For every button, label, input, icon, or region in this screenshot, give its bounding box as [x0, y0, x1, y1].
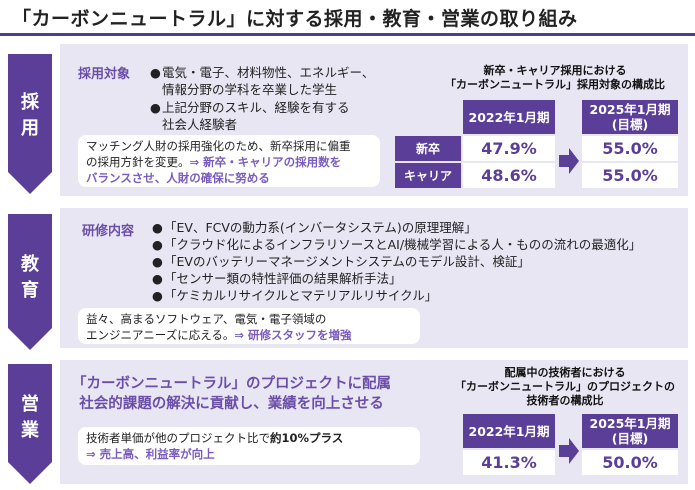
education-bullet-4-text: 「センサー類の特性評価の結果解析手法」 — [164, 271, 402, 286]
bullet-dot-icon: ● — [152, 237, 163, 252]
adopt-arrow-icon — [559, 148, 579, 174]
adopt-col-2025-line-2: (目標) — [611, 117, 649, 132]
adopt-bullet-2-line-1: 上記分野のスキル、経験を有する — [162, 100, 350, 115]
sales-arrow-icon — [559, 438, 579, 464]
sales-label: 営 業 — [8, 392, 52, 444]
bullet-dot-icon: ● — [152, 220, 163, 235]
education-note-line-2: エンジニアニーズに応える。 — [86, 328, 235, 342]
adopt-note-line-2: の採用方針を変更。 — [86, 155, 190, 169]
adopt-note-line-1: マッチング人財の採用強化のため、新卒採用に偏重 — [86, 139, 351, 153]
bullet-dot-icon: ● — [152, 271, 163, 286]
sales-caption-line-3: 技術者の構成比 — [526, 394, 604, 407]
adopt-col-header-2025: 2025年1月期 (目標) — [582, 100, 678, 134]
sales-note: 技術者単価が他のプロジェクト比で約10%プラス ⇒ 売上高、利益率が向上 — [78, 427, 420, 465]
education-heading: 研修内容 — [82, 224, 135, 239]
sales-col-header-2022: 2022年1月期 — [463, 414, 555, 448]
sales-col-2025-line-1: 2025年1月期 — [589, 416, 671, 431]
adopt-bullet-2: ●上記分野のスキル、経験を有する 社会人経験者 — [150, 99, 350, 133]
education-note: 益々、高まるソフトウェア、電気・電子領域の エンジニアニーズに応える。⇒ 研修ス… — [78, 308, 420, 344]
education-bullet-1: ●「EV、FCVの動力系(インバータシステム)の原理理解」 — [152, 219, 641, 236]
adopt-bullet-1: ●電気・電子、材料物性、エネルギー、 情報分野の学科を卒業した学生 — [150, 64, 374, 98]
adopt-row-label-new-grad: 新卒 — [395, 136, 461, 161]
adopt-col-header-2022: 2022年1月期 — [463, 100, 555, 134]
adopt-caption-line-1: 新卒・キャリア採用における — [483, 64, 627, 77]
sales-col-2025-line-2: (目標) — [611, 431, 649, 446]
sales-label-char-1: 営 — [21, 394, 39, 415]
adopt-label-char-2: 用 — [21, 118, 39, 139]
sales-caption-line-1: 配属中の技術者における — [504, 366, 626, 379]
title-rule — [0, 33, 695, 36]
adopt-note-highlight-1: ⇒ 新卒・キャリアの採用数を — [189, 155, 342, 169]
sales-note-highlight: ⇒ 売上高、利益率が向上 — [86, 447, 215, 461]
education-bullet-2: ●「クラウド化によるインフラリソースとAI/機械学習による人・ものの流れの最適化… — [152, 236, 641, 253]
education-bullet-3: ●「EVのバッテリーマネージメントシステムのモデル設計、検証」 — [152, 253, 641, 270]
adopt-note-highlight-2: バランスさせ、人財の確保に努める — [86, 171, 270, 185]
education-bullet-2-text: 「クラウド化によるインフラリソースとAI/機械学習による人・ものの流れの最適化」 — [164, 237, 642, 252]
adopt-bullet-1-line-2: 情報分野の学科を卒業した学生 — [162, 82, 338, 97]
adopt-value-new-grad-2022: 47.9% — [463, 136, 555, 161]
adopt-table-caption: 新卒・キャリア採用における 「カーボンニュートラル」採用対象の構成比 — [430, 64, 680, 92]
sales-col-header-2025: 2025年1月期 (目標) — [582, 414, 678, 448]
adopt-caption-line-2: 「カーボンニュートラル」採用対象の構成比 — [445, 78, 665, 91]
sales-value-2025: 50.0% — [582, 450, 678, 475]
sales-headline-line-1: 「カーボンニュートラル」のプロジェクトに配属 — [72, 376, 391, 392]
adopt-label: 採 用 — [8, 90, 52, 142]
adopt-value-career-2022: 48.6% — [463, 163, 555, 188]
adopt-note: マッチング人財の採用強化のため、新卒採用に偏重 の採用方針を変更。⇒ 新卒・キャ… — [78, 135, 380, 187]
sales-table-caption: 配属中の技術者における 「カーボンニュートラル」のプロジェクトの 技術者の構成比 — [440, 366, 690, 408]
sales-headline: 「カーボンニュートラル」のプロジェクトに配属 社会的課題の解決に貢献し、業績を向… — [72, 374, 391, 414]
sales-value-2022: 41.3% — [463, 450, 555, 475]
sales-note-bold: 約10%プラス — [270, 431, 344, 445]
adopt-heading: 採用対象 — [78, 67, 131, 82]
education-bullet-5-text: 「ケミカルリサイクルとマテリアルリサイクル」 — [164, 288, 438, 303]
education-bullet-5: ●「ケミカルリサイクルとマテリアルリサイクル」 — [152, 287, 641, 304]
adopt-bullet-2-line-2: 社会人経験者 — [162, 117, 238, 132]
education-bullet-4: ●「センサー類の特性評価の結果解析手法」 — [152, 270, 641, 287]
education-label: 教 育 — [8, 252, 52, 304]
sales-headline-line-2: 社会的課題の解決に貢献し、業績を向上させる — [79, 396, 384, 412]
bullet-dot-icon: ● — [152, 288, 163, 303]
education-label-char-1: 教 — [21, 254, 39, 275]
sales-note-line-1: 技術者単価が他のプロジェクト比で — [86, 431, 270, 445]
education-note-highlight: ⇒ 研修スタッフを増強 — [234, 328, 352, 342]
adopt-row-label-career: キャリア — [395, 163, 461, 188]
adopt-value-new-grad-2025: 55.0% — [582, 136, 678, 161]
education-chevron: 教 育 — [8, 214, 52, 350]
adopt-chevron: 採 用 — [8, 54, 52, 194]
adopt-value-career-2025: 55.0% — [582, 163, 678, 188]
education-bullet-1-text: 「EV、FCVの動力系(インバータシステム)の原理理解」 — [164, 220, 477, 235]
adopt-label-char-1: 採 — [21, 92, 39, 113]
sales-chevron: 営 業 — [8, 364, 52, 484]
sales-label-char-2: 業 — [21, 420, 39, 441]
bullet-dot-icon: ● — [150, 100, 161, 115]
education-label-char-2: 育 — [21, 280, 39, 301]
sales-caption-line-2: 「カーボンニュートラル」のプロジェクトの — [455, 380, 675, 393]
education-bullet-list: ●「EV、FCVの動力系(インバータシステム)の原理理解」 ●「クラウド化による… — [152, 219, 641, 304]
education-note-line-1: 益々、高まるソフトウェア、電気・電子領域の — [86, 312, 327, 326]
adopt-bullet-1-line-1: 電気・電子、材料物性、エネルギー、 — [162, 65, 375, 80]
adopt-col-2025-line-1: 2025年1月期 — [589, 102, 671, 117]
bullet-dot-icon: ● — [152, 254, 163, 269]
bullet-dot-icon: ● — [150, 65, 161, 80]
education-bullet-3-text: 「EVのバッテリーマネージメントシステムのモデル設計、検証」 — [164, 254, 530, 269]
page-title: 「カーボンニュートラル」に対する採用・教育・営業の取り組み — [12, 8, 578, 30]
